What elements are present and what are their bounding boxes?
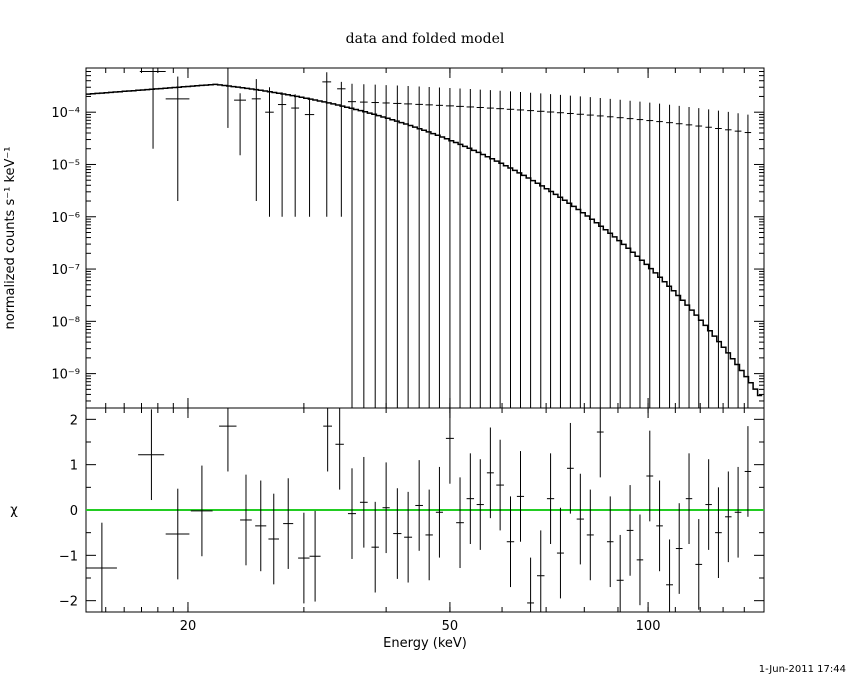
residual-crosses: [86, 408, 752, 612]
bottom-y-axis-label: χ: [10, 503, 18, 518]
timestamp: 1-Jun-2011 17:44: [759, 664, 846, 675]
top-y-axis-label: normalized counts s⁻¹ keV⁻¹: [3, 147, 18, 330]
bottom-y-axis: −2 −1 0 1 2: [59, 413, 764, 610]
top-y-tick-label: 10⁻⁴: [51, 106, 80, 121]
top-panel-frame: [85, 67, 765, 409]
top-panel: 10⁻⁹ 10⁻⁸ 10⁻⁷ 10⁻⁶ 10⁻⁵ 10⁻⁴ normalized coun…: [3, 67, 765, 409]
top-y-tick-label: 10⁻⁵: [51, 158, 80, 173]
x-tick-label: 50: [442, 619, 459, 634]
chart-title: data and folded model: [346, 31, 505, 47]
bottom-y-tick-label: −2: [59, 595, 78, 610]
x-axis: 20 50 100: [105, 68, 765, 634]
x-tick-label: 20: [180, 619, 197, 634]
x-axis-label: Energy (keV): [383, 636, 467, 651]
bottom-y-tick-label: −1: [59, 549, 78, 564]
top-y-tick-label: 10⁻⁹: [51, 368, 80, 383]
top-data-crosses: [139, 67, 752, 408]
model-step-line: [86, 83, 763, 397]
bottom-y-tick-label: 2: [70, 413, 78, 428]
top-y-tick-label: 10⁻⁸: [51, 315, 80, 330]
x-tick-label: 100: [636, 619, 661, 634]
top-y-tick-label: 10⁻⁷: [51, 263, 80, 278]
top-y-axis: 10⁻⁹ 10⁻⁸ 10⁻⁷ 10⁻⁶ 10⁻⁵ 10⁻⁴: [51, 67, 764, 402]
bottom-y-tick-label: 1: [70, 459, 78, 474]
top-y-tick-label: 10⁻⁶: [51, 211, 80, 226]
bottom-y-tick-label: 0: [70, 504, 78, 519]
bottom-panel: −2 −1 0 1 2 20 50 100 χ Energy (keV): [10, 68, 765, 651]
folded-model: [86, 83, 763, 397]
